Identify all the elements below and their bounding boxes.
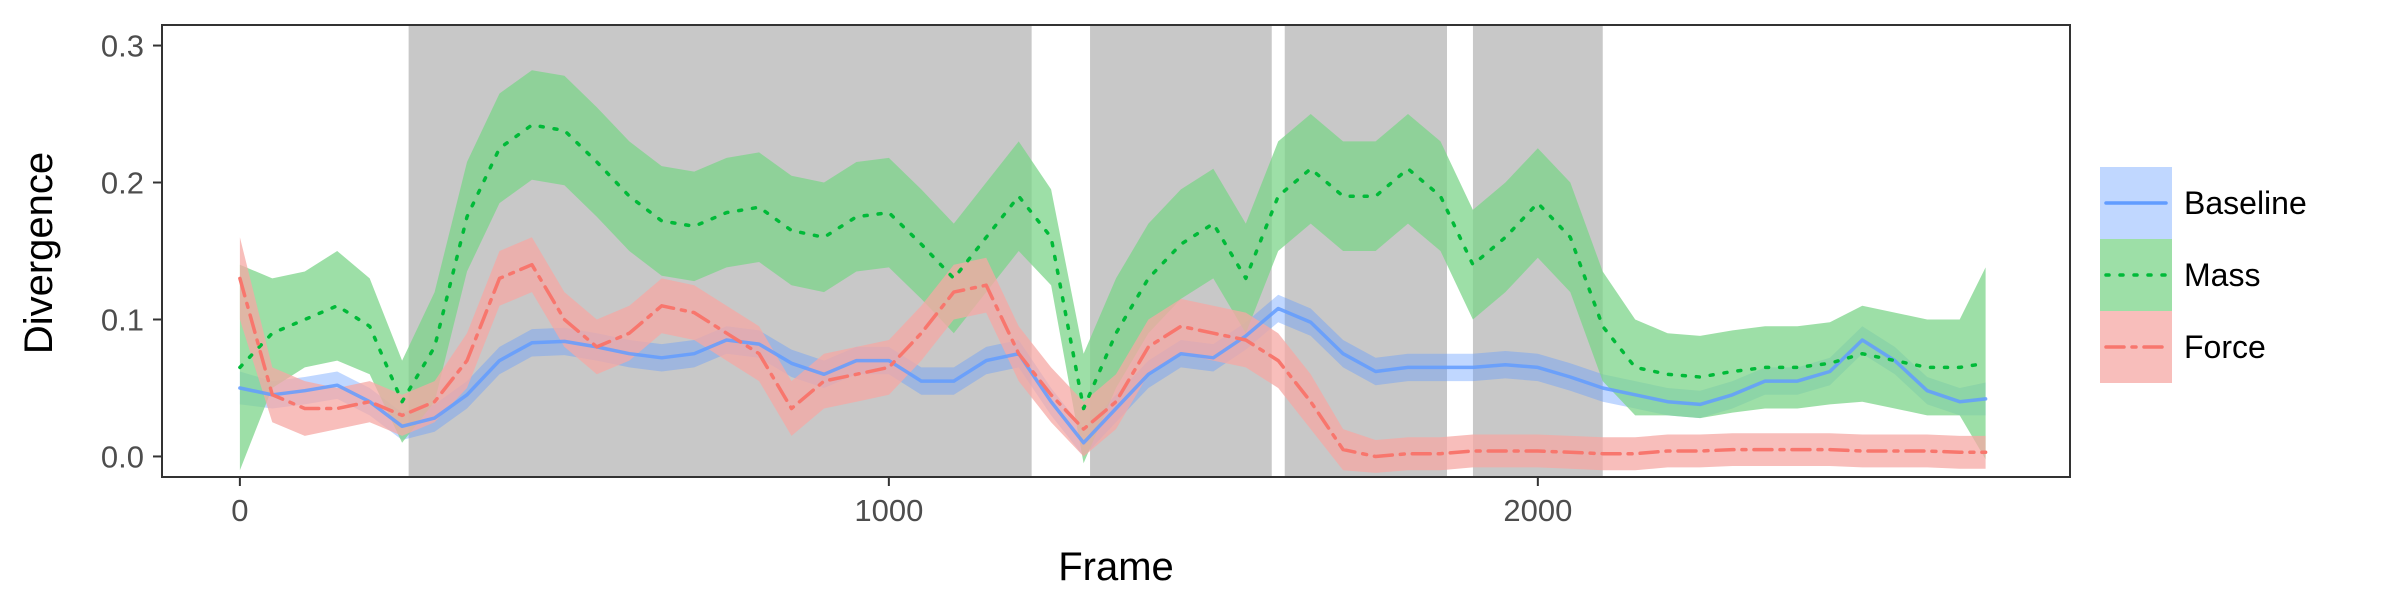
- x-axis-title: Frame: [1058, 545, 1174, 589]
- y-tick-label: 0.3: [101, 29, 144, 64]
- x-tick-label: 0: [231, 493, 248, 528]
- x-tick-label: 1000: [854, 493, 923, 528]
- legend-label-baseline: Baseline: [2184, 185, 2307, 221]
- mass-line: [238, 123, 1988, 411]
- legend-label-mass: Mass: [2184, 257, 2260, 293]
- baseline-line: [238, 306, 1988, 445]
- y-tick-label: 0.0: [101, 439, 144, 474]
- legend-label-force: Force: [2184, 329, 2266, 365]
- legend: Baseline Mass Force: [2100, 167, 2307, 383]
- y-tick-label: 0.1: [101, 302, 144, 337]
- y-axis: 0.0 0.1 0.2 0.3: [101, 29, 162, 474]
- y-tick-label: 0.2: [101, 166, 144, 201]
- x-axis: 0 1000 2000: [231, 477, 1572, 528]
- confidence-bands: [239, 70, 1986, 473]
- force-confidence-band: [239, 237, 1986, 473]
- x-tick-label: 2000: [1503, 493, 1572, 528]
- series-lines: [238, 123, 1988, 459]
- plot-panel-border: [161, 24, 2071, 478]
- force-line: [238, 262, 1988, 459]
- mass-confidence-band: [239, 70, 1986, 471]
- y-axis-title: Divergence: [17, 152, 61, 354]
